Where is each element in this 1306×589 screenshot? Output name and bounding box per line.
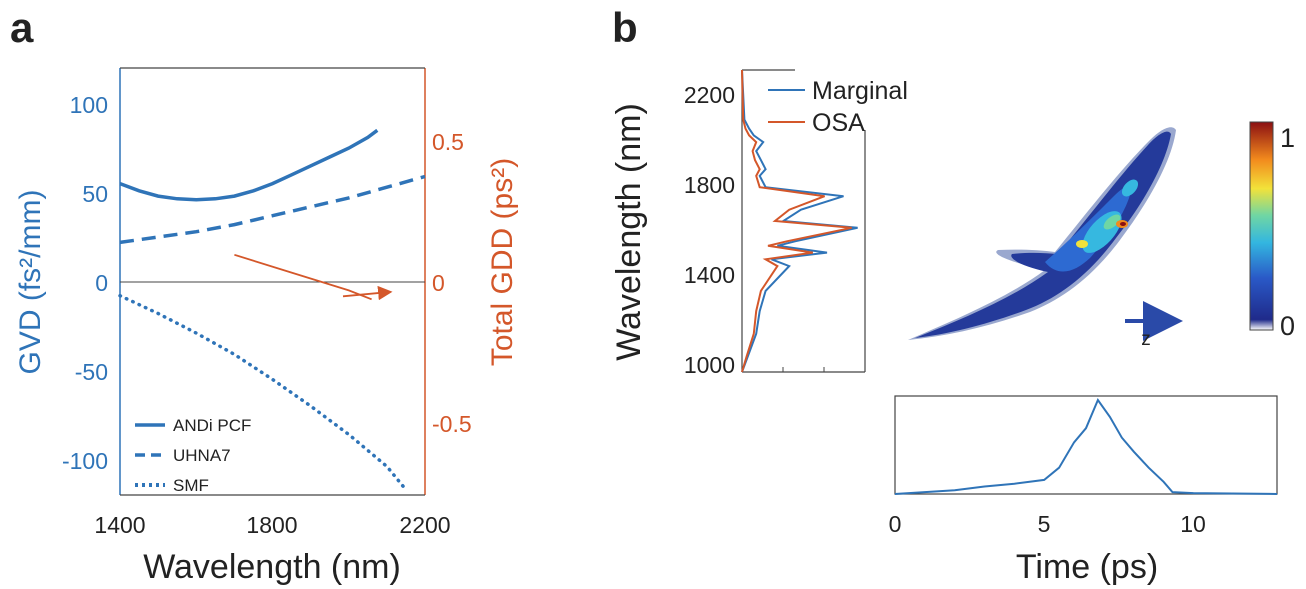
spectrogram-core (1045, 187, 1131, 272)
panel-a-ylabel-left: GVD (fs²/mm) (14, 190, 47, 375)
panel-a-legend: ANDi PCF UHNA7 SMF (135, 416, 251, 495)
panel-b-ytick-1400: 1400 (684, 262, 735, 288)
panel-b-legend: Marginal OSA (768, 77, 908, 137)
panel-a-xtick-1400: 1400 (94, 512, 145, 538)
panel-b-temporal-plot: 0 5 10 Time (ps) (889, 395, 1278, 586)
panel-b-ytick-2200: 2200 (684, 82, 735, 108)
legend-osa-label: OSA (812, 109, 865, 137)
legend-marginal-label: Marginal (812, 77, 908, 105)
panel-b-spectrogram: z 1 0 (908, 121, 1295, 350)
panel-b-temporal-frame (894, 395, 1278, 495)
spectrogram-hotspot-red (1120, 222, 1126, 226)
panel-b-xtick-5: 5 (1038, 511, 1051, 537)
legend-smf-label: SMF (173, 476, 209, 495)
spectrogram-hotspot-cyan-upper (1121, 179, 1139, 197)
panel-a-ytick-left-m50: -50 (75, 359, 108, 385)
panel-a-ytick-left-0: 0 (95, 270, 108, 296)
series-smf-line (118, 293, 408, 492)
panel-b-ylabel: Wavelength (nm) (610, 103, 648, 361)
panel-a-ytick-left-m100: -100 (62, 448, 108, 474)
panel-b-xlabel: Time (ps) (1016, 548, 1158, 586)
panel-a-ytick-left-100: 100 (70, 92, 108, 118)
panel-a-plot: ANDi PCF UHNA7 SMF 100 50 0 -50 -100 0.5… (14, 67, 519, 586)
panel-letter-b: b (612, 4, 638, 51)
panel-b-xtick-10: 10 (1180, 511, 1206, 537)
series-gdd-4-line (342, 285, 393, 301)
colorbar-tick-max: 1 (1280, 123, 1295, 153)
legend-andi-pcf-label: ANDi PCF (173, 416, 251, 435)
panel-b-xtick-0: 0 (889, 511, 902, 537)
legend-uhna7-label: UHNA7 (173, 446, 231, 465)
panel-a-ytick-right-0: 0 (432, 270, 445, 296)
panel-a-xlabel: Wavelength (nm) (143, 548, 401, 586)
panel-a-xtick-2200: 2200 (399, 512, 450, 538)
panel-a-xtick-1800: 1800 (246, 512, 297, 538)
series-andi-pcf-line (119, 128, 379, 202)
series-osa-line (741, 69, 852, 373)
panel-b-marginal-plot: Marginal OSA 2200 1800 1400 1000 Wavelen… (610, 69, 908, 378)
colorbar-tick-min: 0 (1280, 311, 1295, 341)
panel-a-ytick-left-50: 50 (82, 181, 108, 207)
colorbar (1249, 121, 1274, 331)
z-arrow-label: z (1141, 329, 1151, 350)
spectrogram-body (915, 131, 1171, 338)
panel-a-ytick-right-m05: -0.5 (432, 411, 472, 437)
panel-a-ytick-right-05: 0.5 (432, 129, 464, 155)
spectrogram-hotspot-yellow (1076, 240, 1088, 248)
series-temporal-profile-line (894, 397, 1278, 495)
spectrogram-hotspot-green (1103, 214, 1121, 230)
series-marginal-line (741, 69, 858, 373)
panel-a-ylabel-right: Total GDD (ps²) (486, 158, 519, 366)
series-uhna7-line (119, 174, 426, 245)
panel-b-ytick-1800: 1800 (684, 172, 735, 198)
panel-letter-a: a (10, 4, 34, 51)
panel-b-ytick-1000: 1000 (684, 352, 735, 378)
